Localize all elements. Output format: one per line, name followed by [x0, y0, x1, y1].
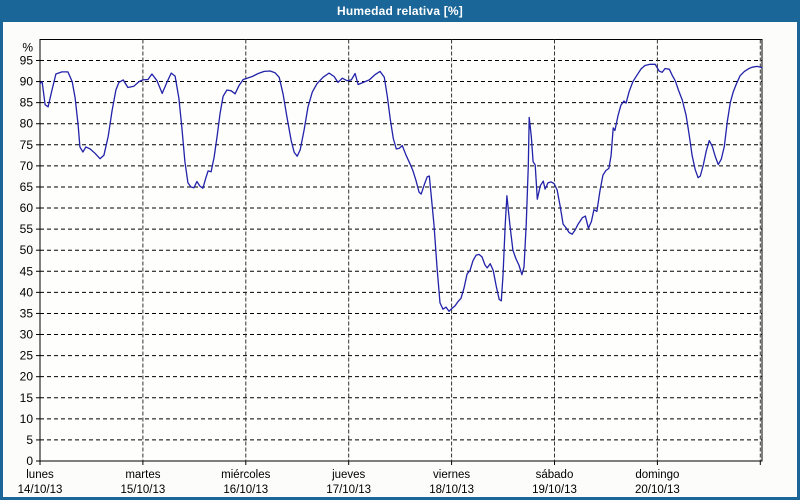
svg-text:%: %: [22, 40, 33, 54]
svg-text:20/10/13: 20/10/13: [635, 484, 680, 496]
humidity-line-chart: 0 5 10 15 20 25 30 35 40 45 50 55 60 65 70 75 80 85 90 95% l…: [18, 39, 763, 496]
svg-text:90: 90: [20, 75, 34, 89]
svg-text:20: 20: [20, 370, 34, 384]
svg-text:0: 0: [26, 454, 33, 468]
svg-text:30: 30: [20, 328, 34, 342]
svg-text:15: 15: [20, 391, 34, 405]
svg-text:50: 50: [20, 243, 34, 257]
svg-text:65: 65: [20, 180, 34, 194]
svg-text:95: 95: [20, 53, 34, 67]
svg-text:19/10/13: 19/10/13: [532, 484, 577, 496]
svg-text:miércoles: miércoles: [221, 469, 270, 481]
svg-text:17/10/13: 17/10/13: [326, 484, 371, 496]
svg-text:16/10/13: 16/10/13: [223, 484, 268, 496]
svg-text:sábado: sábado: [536, 469, 574, 481]
svg-text:85: 85: [20, 96, 34, 110]
svg-text:10: 10: [20, 412, 34, 426]
svg-text:18/10/13: 18/10/13: [429, 484, 474, 496]
svg-text:45: 45: [20, 264, 34, 278]
svg-text:lunes: lunes: [26, 469, 54, 481]
svg-text:35: 35: [20, 306, 34, 320]
svg-text:5: 5: [26, 433, 33, 447]
svg-text:55: 55: [20, 222, 34, 236]
svg-text:15/10/13: 15/10/13: [121, 484, 166, 496]
svg-text:80: 80: [20, 117, 34, 131]
chart-area: 0 5 10 15 20 25 30 35 40 45 50 55 60 65 70 75 80 85 90 95% l…: [3, 22, 797, 497]
svg-text:40: 40: [20, 285, 34, 299]
svg-text:viernes: viernes: [433, 469, 470, 481]
svg-text:70: 70: [20, 159, 34, 173]
svg-text:jueves: jueves: [331, 469, 365, 481]
window-titlebar: Humedad relativa [%]: [0, 0, 800, 22]
window-title: Humedad relativa [%]: [336, 4, 464, 18]
svg-text:martes: martes: [125, 469, 160, 481]
svg-text:domingo: domingo: [635, 469, 679, 481]
svg-text:60: 60: [20, 201, 34, 215]
svg-text:14/10/13: 14/10/13: [18, 484, 63, 496]
svg-text:75: 75: [20, 138, 34, 152]
svg-text:25: 25: [20, 349, 34, 363]
